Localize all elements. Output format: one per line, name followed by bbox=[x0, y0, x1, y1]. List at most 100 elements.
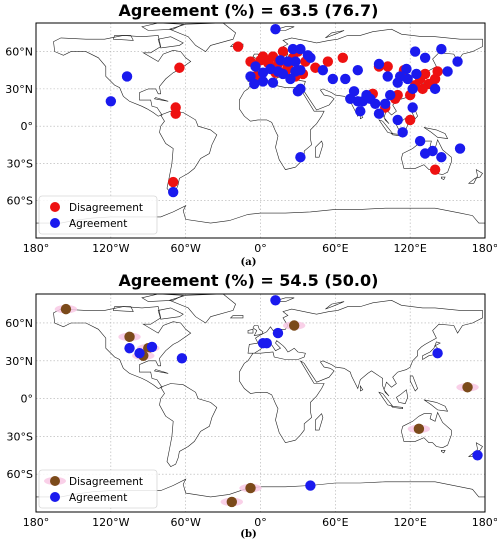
coastline-svalbard bbox=[272, 297, 295, 302]
disagreement-point bbox=[60, 303, 72, 315]
legend-agreement-label: Agreement bbox=[69, 218, 127, 230]
agreement-point bbox=[124, 342, 135, 354]
agreement-point bbox=[401, 63, 412, 75]
coastline-greenland bbox=[168, 23, 236, 52]
lon-tick-label: 180° bbox=[472, 516, 497, 529]
disagreement-point bbox=[124, 331, 135, 343]
lon-tick-label: 120°W bbox=[92, 516, 129, 529]
coastline-novaya-zemlya bbox=[325, 301, 345, 310]
lon-tick-label: 180° bbox=[472, 242, 497, 255]
coastline-madagascar bbox=[315, 413, 324, 431]
lon-tick-label: 180° bbox=[23, 242, 50, 255]
agreement-point bbox=[452, 56, 463, 67]
panel-a-sublabel: (a) bbox=[240, 257, 257, 268]
agreement-point bbox=[257, 337, 269, 349]
disagreement-point bbox=[337, 52, 349, 63]
agreement-point bbox=[382, 71, 393, 82]
station-markers bbox=[54, 295, 483, 508]
agreement-point bbox=[373, 108, 385, 119]
agreement-point bbox=[305, 480, 316, 491]
disagreement-point bbox=[322, 56, 334, 67]
coastline-borneo bbox=[396, 389, 409, 404]
disagreement-point bbox=[174, 62, 185, 73]
agreement-point bbox=[272, 327, 284, 339]
lat-tick-label: 30°S bbox=[7, 430, 33, 443]
coastline-australia bbox=[401, 138, 452, 175]
agreement-point bbox=[257, 76, 269, 87]
coastline-new-guinea bbox=[423, 399, 449, 412]
coastline-south-america bbox=[159, 110, 218, 194]
coastline-iceland bbox=[229, 315, 244, 319]
disagreement-point bbox=[277, 46, 289, 57]
disagreement-point bbox=[245, 482, 256, 494]
coastline-new-guinea bbox=[423, 127, 449, 139]
agreement-point bbox=[472, 450, 483, 461]
coastline-madagascar bbox=[315, 140, 324, 158]
agreement-point bbox=[414, 135, 426, 147]
agreement-point bbox=[352, 65, 363, 76]
agreement-point bbox=[345, 93, 356, 105]
agreement-point bbox=[146, 341, 158, 353]
agreement-point bbox=[267, 77, 279, 88]
legend-disagreement-label: Disagreement bbox=[69, 476, 143, 488]
legend-agreement-marker bbox=[50, 218, 60, 228]
coastline-eurasia-africa bbox=[239, 299, 483, 444]
agreement-point bbox=[305, 52, 316, 63]
agreement-point bbox=[285, 73, 296, 85]
coastline-new-zealand bbox=[467, 168, 483, 184]
lon-tick-label: 60°W bbox=[170, 242, 200, 255]
lat-tick-label: 60°N bbox=[5, 317, 33, 330]
lon-tick-label: 120°E bbox=[393, 242, 426, 255]
coastline-baffin bbox=[157, 307, 184, 320]
lon-tick-label: 180° bbox=[23, 516, 50, 529]
station-markers bbox=[105, 24, 466, 198]
agreement-point bbox=[167, 186, 179, 198]
agreement-point bbox=[295, 83, 306, 95]
lat-tick-label: 30°N bbox=[5, 83, 33, 96]
agreement-point bbox=[295, 152, 306, 163]
coastline-north-america bbox=[53, 306, 192, 389]
legend-agreement-label: Agreement bbox=[69, 492, 127, 504]
agreement-point bbox=[436, 152, 447, 163]
agreement-point bbox=[250, 61, 261, 72]
agreement-point bbox=[373, 58, 385, 70]
coastline-sumatra bbox=[378, 391, 394, 407]
agreement-point bbox=[287, 43, 299, 55]
coastline-ellesmere bbox=[141, 23, 185, 31]
lat-tick-label: 30°N bbox=[5, 355, 33, 368]
coastline-ellesmere bbox=[141, 294, 185, 302]
legend: Disagreement Agreement bbox=[38, 469, 158, 509]
coastline-north-america bbox=[53, 35, 192, 117]
coastline-victoria-island bbox=[112, 306, 134, 312]
agreement-point bbox=[411, 68, 422, 80]
panel-b-title: Agreement (%) = 54.5 (50.0) bbox=[118, 271, 379, 290]
agreement-point bbox=[409, 46, 421, 57]
panel-a-map: 180° 120°W 60°W 0° 60°E 120°E 180° 60°N 30°N 0° 30… bbox=[5, 22, 497, 255]
agreement-point bbox=[176, 353, 188, 364]
agreement-point bbox=[407, 102, 418, 113]
agreement-point bbox=[295, 43, 306, 55]
disagreement-point bbox=[419, 68, 431, 80]
coastline-uk bbox=[252, 325, 264, 336]
agreement-point bbox=[355, 106, 366, 117]
agreement-point bbox=[105, 96, 117, 107]
panel-b-sublabel: (b) bbox=[240, 529, 257, 540]
agreement-point bbox=[385, 89, 396, 101]
lat-tick-label: 60°S bbox=[7, 195, 33, 208]
lon-tick-label: 60°E bbox=[322, 242, 348, 255]
agreement-point bbox=[249, 78, 260, 90]
lat-tick-label: 60°N bbox=[5, 46, 33, 59]
legend-disagreement-marker bbox=[50, 476, 60, 486]
lon-tick-label: 120°E bbox=[393, 516, 426, 529]
disagreement-point bbox=[226, 496, 238, 508]
legend: Disagreement Agreement bbox=[38, 195, 158, 235]
lon-tick-label: 60°W bbox=[170, 516, 200, 529]
panel-b-map: 180° 120°W 60°W 0° 60°E 120°E 180° 60°N 30°N 0° 30… bbox=[5, 293, 497, 529]
agreement-point bbox=[436, 43, 447, 55]
coastline-greenland bbox=[168, 294, 236, 324]
coastline-tasmania bbox=[440, 176, 446, 181]
coastline-sri-lanka bbox=[359, 384, 364, 392]
disagreement-point bbox=[404, 114, 416, 126]
agreement-point bbox=[134, 348, 145, 359]
agreement-point bbox=[419, 52, 431, 63]
